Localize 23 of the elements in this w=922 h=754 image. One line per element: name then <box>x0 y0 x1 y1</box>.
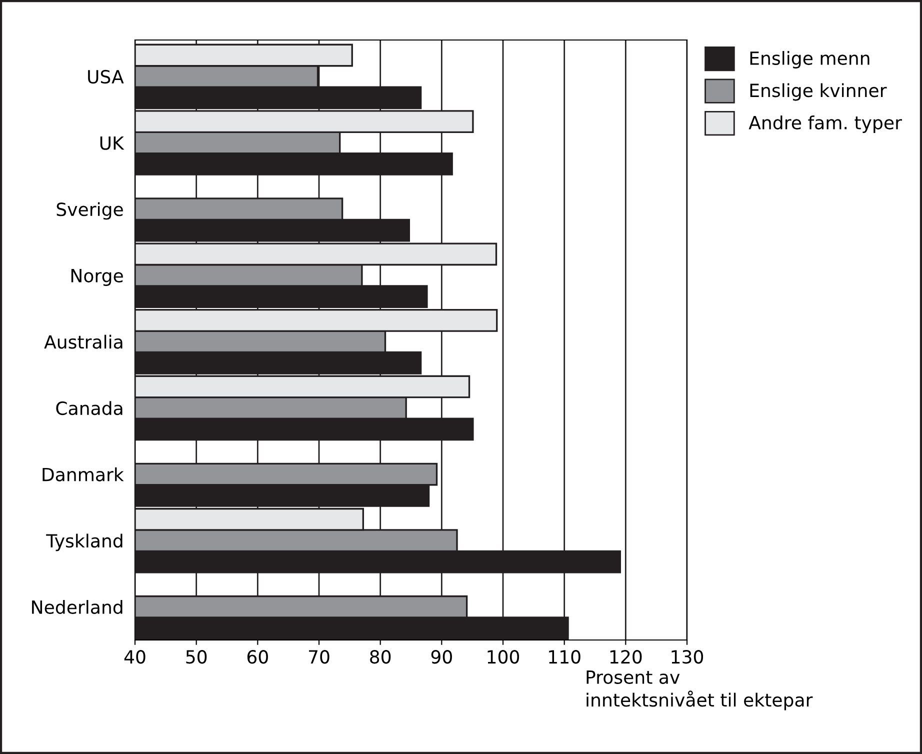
x-tick-label: 60 <box>247 650 268 664</box>
x-tick-label: 70 <box>308 650 330 664</box>
x-tick-label: 110 <box>549 650 580 664</box>
x-tick-label: 120 <box>610 650 642 664</box>
y-tick-label: Nederland <box>32 600 122 614</box>
x-axis-title: Prosent av inntektsnivået til ektepar <box>586 670 813 710</box>
legend-label: Andre fam. typer <box>748 115 902 133</box>
x-tick-label: 40 <box>124 650 146 664</box>
y-tick-label: Tyskland <box>46 534 122 552</box>
legend-label: Enslige kvinner <box>750 83 887 101</box>
x-tick-label: 90 <box>431 650 452 664</box>
y-tick-label: Danmark <box>42 467 124 482</box>
y-tick-label: USA <box>88 70 124 84</box>
x-tick-label: 50 <box>186 650 207 664</box>
y-tick-label: Canada <box>56 401 122 416</box>
x-tick-label: 130 <box>672 650 704 664</box>
x-tick-label: 80 <box>370 650 391 664</box>
y-tick-label: Norge <box>71 269 123 286</box>
y-tick-label: Australia <box>44 334 122 349</box>
y-tick-label: UK <box>100 136 124 150</box>
x-tick-label: 100 <box>488 650 520 664</box>
legend-label: Enslige menn <box>750 51 870 68</box>
y-tick-label: Sverige <box>56 202 123 220</box>
